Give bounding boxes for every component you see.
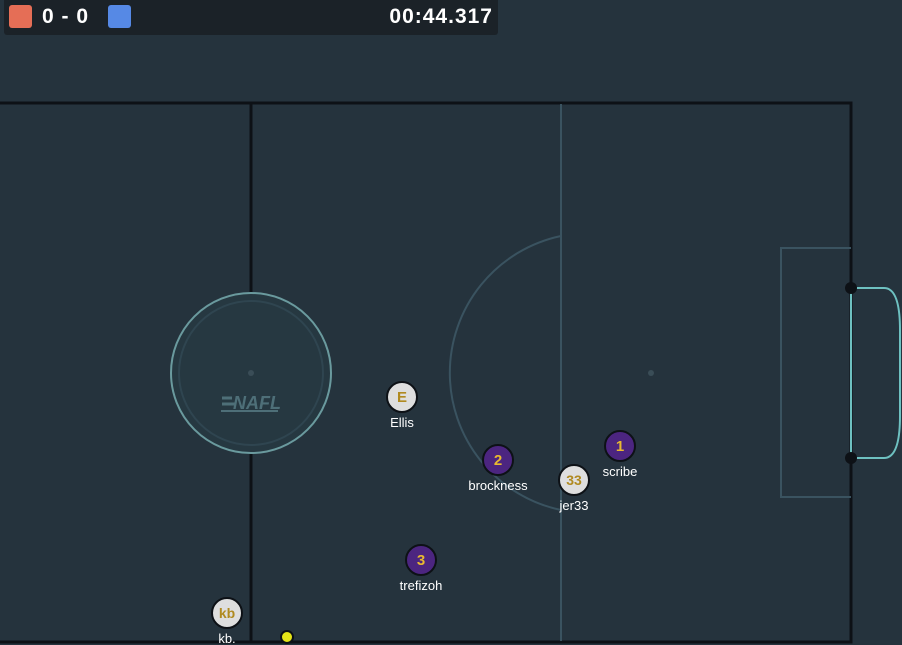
goal-post-bottom [845, 452, 857, 464]
player-scribe: 1 scribe [603, 430, 638, 479]
player-disc [482, 444, 514, 476]
field-logo: NAFL [221, 393, 281, 413]
player-avatar: 2 [494, 452, 502, 469]
scoreboard: 0 - 0 00:44.317 [4, 0, 498, 35]
player-disc [405, 544, 437, 576]
penalty-box [780, 247, 851, 498]
player-name: trefizoh [400, 578, 443, 593]
center-inner-circle [178, 300, 324, 446]
match-timer: 00:44.317 [389, 5, 493, 28]
logo-text: NAFL [233, 393, 281, 413]
player-avatar: 33 [566, 472, 582, 488]
player-avatar: 3 [417, 552, 425, 569]
player-brockness: 2 brockness [468, 444, 528, 493]
blue-team-swatch [108, 5, 131, 28]
player-disc [604, 430, 636, 462]
red-team-swatch [9, 5, 32, 28]
center-arc [448, 235, 562, 511]
center-spot [248, 370, 254, 376]
player-avatar: E [397, 389, 407, 406]
players-layer: E Ellis 2 brockness 1 scribe 33 jer33 3 trefizoh k… [211, 381, 638, 645]
goal-net [851, 287, 901, 459]
player-kb: kb kb. [211, 597, 243, 645]
player-disc [386, 381, 418, 413]
player-jer33: 33 jer33 [558, 464, 590, 513]
penalty-spot [648, 370, 654, 376]
ball [280, 630, 294, 644]
player-disc [211, 597, 243, 629]
player-name: Ellis [390, 415, 414, 430]
player-avatar: kb [219, 605, 235, 621]
player-name: scribe [603, 464, 638, 479]
player-name: brockness [468, 478, 528, 493]
player-name: jer33 [559, 498, 589, 513]
player-avatar: 1 [616, 438, 624, 455]
player-trefizoh: 3 trefizoh [400, 544, 443, 593]
player-ellis: E Ellis [386, 381, 418, 430]
score-text: 0 - 0 [42, 5, 90, 28]
player-disc [558, 464, 590, 496]
player-name: kb. [218, 631, 235, 645]
goal-post-top [845, 282, 857, 294]
